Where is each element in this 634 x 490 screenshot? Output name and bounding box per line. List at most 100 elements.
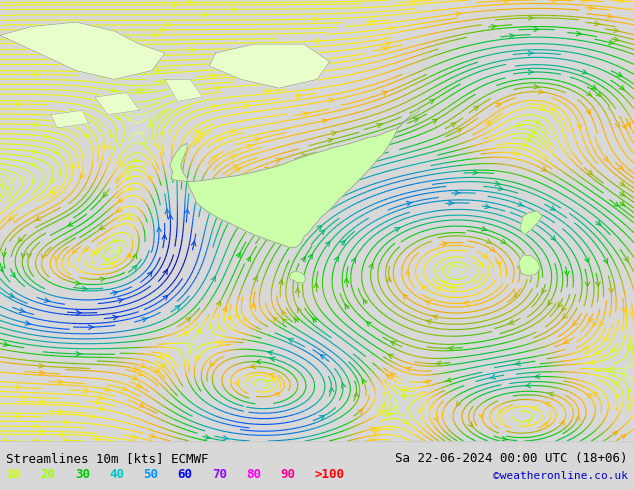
Text: 30: 30 <box>75 468 90 481</box>
FancyArrowPatch shape <box>9 216 14 220</box>
FancyArrowPatch shape <box>148 176 153 181</box>
FancyArrowPatch shape <box>389 354 393 358</box>
FancyArrowPatch shape <box>620 192 624 196</box>
FancyArrowPatch shape <box>485 204 491 209</box>
FancyArrowPatch shape <box>0 184 4 188</box>
FancyArrowPatch shape <box>211 276 216 281</box>
FancyArrowPatch shape <box>614 382 619 386</box>
FancyArrowPatch shape <box>254 137 260 142</box>
FancyArrowPatch shape <box>269 357 275 361</box>
FancyArrowPatch shape <box>573 320 578 325</box>
FancyArrowPatch shape <box>139 403 144 407</box>
FancyArrowPatch shape <box>132 266 137 270</box>
FancyArrowPatch shape <box>612 347 616 351</box>
FancyArrowPatch shape <box>233 165 238 169</box>
FancyArrowPatch shape <box>55 257 59 261</box>
FancyArrowPatch shape <box>138 371 143 375</box>
FancyArrowPatch shape <box>81 110 87 114</box>
FancyArrowPatch shape <box>301 257 306 262</box>
FancyArrowPatch shape <box>576 31 582 36</box>
FancyArrowPatch shape <box>609 40 614 45</box>
Text: >100: >100 <box>314 468 344 481</box>
FancyArrowPatch shape <box>455 191 460 195</box>
FancyArrowPatch shape <box>84 389 89 393</box>
Polygon shape <box>170 108 420 248</box>
FancyArrowPatch shape <box>451 123 456 127</box>
FancyArrowPatch shape <box>197 329 201 334</box>
FancyArrowPatch shape <box>534 85 540 89</box>
FancyArrowPatch shape <box>486 121 491 125</box>
FancyArrowPatch shape <box>44 298 50 302</box>
FancyArrowPatch shape <box>562 340 569 343</box>
FancyArrowPatch shape <box>235 314 240 319</box>
FancyArrowPatch shape <box>432 119 437 123</box>
FancyArrowPatch shape <box>558 302 562 307</box>
FancyArrowPatch shape <box>105 387 111 391</box>
FancyArrowPatch shape <box>482 253 487 258</box>
FancyArrowPatch shape <box>620 201 625 206</box>
FancyArrowPatch shape <box>481 226 488 231</box>
FancyArrowPatch shape <box>93 249 97 255</box>
FancyArrowPatch shape <box>387 277 392 282</box>
FancyArrowPatch shape <box>585 282 590 287</box>
FancyArrowPatch shape <box>244 317 248 322</box>
FancyArrowPatch shape <box>198 133 203 137</box>
FancyArrowPatch shape <box>203 13 208 17</box>
FancyArrowPatch shape <box>205 435 211 439</box>
FancyArrowPatch shape <box>288 339 294 343</box>
FancyArrowPatch shape <box>490 374 496 379</box>
FancyArrowPatch shape <box>424 379 429 384</box>
FancyArrowPatch shape <box>628 343 632 348</box>
FancyArrowPatch shape <box>22 253 25 258</box>
FancyArrowPatch shape <box>551 236 555 241</box>
FancyArrowPatch shape <box>363 379 366 384</box>
FancyArrowPatch shape <box>531 406 537 411</box>
FancyArrowPatch shape <box>58 380 63 384</box>
FancyArrowPatch shape <box>628 388 631 393</box>
FancyArrowPatch shape <box>522 142 528 146</box>
FancyArrowPatch shape <box>40 400 45 404</box>
FancyArrowPatch shape <box>157 227 161 232</box>
FancyArrowPatch shape <box>473 171 479 175</box>
FancyArrowPatch shape <box>72 249 77 253</box>
FancyArrowPatch shape <box>474 106 479 111</box>
FancyArrowPatch shape <box>232 7 237 12</box>
FancyArrowPatch shape <box>20 177 25 181</box>
FancyArrowPatch shape <box>259 182 264 186</box>
FancyArrowPatch shape <box>344 278 349 283</box>
FancyArrowPatch shape <box>491 24 497 29</box>
FancyArrowPatch shape <box>217 325 221 330</box>
FancyArrowPatch shape <box>334 257 339 262</box>
FancyArrowPatch shape <box>161 363 165 368</box>
FancyArrowPatch shape <box>166 23 172 27</box>
FancyArrowPatch shape <box>621 307 626 312</box>
FancyArrowPatch shape <box>332 131 337 136</box>
FancyArrowPatch shape <box>328 138 333 143</box>
FancyArrowPatch shape <box>63 420 69 424</box>
FancyArrowPatch shape <box>126 175 131 179</box>
Polygon shape <box>289 271 306 283</box>
FancyArrowPatch shape <box>11 272 15 277</box>
FancyArrowPatch shape <box>127 116 132 121</box>
FancyArrowPatch shape <box>495 181 501 186</box>
FancyArrowPatch shape <box>449 286 455 291</box>
FancyArrowPatch shape <box>330 387 334 392</box>
FancyArrowPatch shape <box>612 431 618 436</box>
FancyArrowPatch shape <box>51 178 55 183</box>
FancyArrowPatch shape <box>340 241 345 245</box>
FancyArrowPatch shape <box>118 298 124 303</box>
FancyArrowPatch shape <box>223 307 227 312</box>
FancyArrowPatch shape <box>231 155 237 159</box>
FancyArrowPatch shape <box>382 47 388 51</box>
FancyArrowPatch shape <box>289 230 294 234</box>
FancyArrowPatch shape <box>126 216 131 220</box>
FancyArrowPatch shape <box>227 186 232 191</box>
FancyArrowPatch shape <box>235 380 238 385</box>
FancyArrowPatch shape <box>228 315 232 320</box>
FancyArrowPatch shape <box>130 65 136 69</box>
FancyArrowPatch shape <box>468 422 473 427</box>
FancyArrowPatch shape <box>308 254 313 259</box>
FancyArrowPatch shape <box>479 261 483 266</box>
Polygon shape <box>95 93 139 115</box>
FancyArrowPatch shape <box>162 235 167 239</box>
